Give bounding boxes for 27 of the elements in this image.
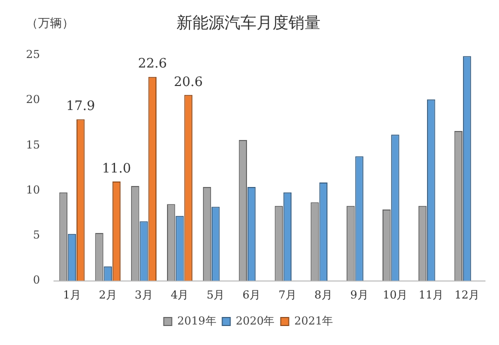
- x-tick-label: 9月: [350, 288, 368, 302]
- y-tick-label: 20: [26, 93, 40, 106]
- y-tick-label: 0: [32, 274, 40, 287]
- x-tick-label: 12月: [454, 288, 480, 302]
- y-tick-label: 15: [26, 138, 40, 152]
- data-label: 20.6: [174, 74, 203, 90]
- x-tick-label: 11月: [418, 288, 444, 302]
- legend-label: 2019年: [177, 314, 216, 328]
- data-label: 22.6: [138, 56, 167, 72]
- x-tick-label: 5月: [206, 288, 225, 302]
- y-tick-label: 10: [26, 183, 40, 196]
- y-axis-title: （万辆）: [26, 16, 74, 30]
- x-tick-label: 1月: [62, 288, 81, 302]
- x-tick-label: 7月: [278, 288, 296, 302]
- chart-title: 新能源汽车月度销量: [176, 12, 320, 32]
- y-tick-label: 5: [32, 228, 40, 242]
- data-label: 17.9: [66, 99, 96, 114]
- x-tick-label: 4月: [170, 288, 189, 302]
- x-tick-label: 6月: [242, 288, 261, 302]
- y-tick-label: 25: [26, 48, 40, 62]
- x-tick-label: 2月: [98, 288, 117, 302]
- legend-label: 2020年: [236, 314, 275, 328]
- data-label: 11.0: [102, 161, 131, 176]
- x-tick-label: 10月: [382, 288, 408, 302]
- legend-label: 2021年: [294, 314, 334, 328]
- x-tick-label: 3月: [134, 288, 153, 302]
- x-tick-label: 8月: [314, 288, 332, 302]
